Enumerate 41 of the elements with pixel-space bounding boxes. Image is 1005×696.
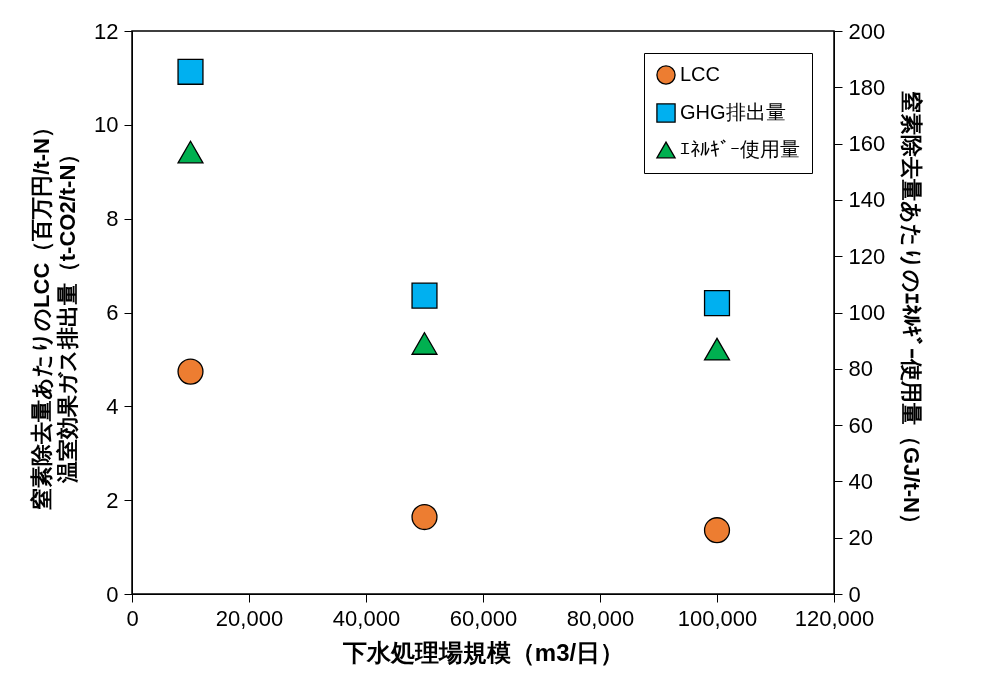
- point: [177, 58, 204, 85]
- y-tick-label: 10: [94, 112, 119, 138]
- point: [703, 517, 731, 544]
- y2-tick-label: 160: [848, 131, 886, 157]
- y2-tick-label: 60: [848, 412, 873, 438]
- y2-tick-label: 20: [848, 525, 873, 551]
- text: 温室効果ガス排出量（t-CO2/t-N）: [55, 142, 81, 484]
- text: 窒素除去量あたりのLCC（百万円/t-N）: [29, 116, 55, 510]
- y2-axis-title: 窒素除去量あたりのｴﾈﾙｷﾞｰ使用量（GJ/t-N）: [899, 91, 925, 535]
- y2-tick-label: 0: [848, 581, 861, 607]
- y-tick-label: 2: [106, 487, 119, 513]
- y-tick-label: 0: [106, 581, 119, 607]
- y2-tick-label: 120: [848, 243, 886, 269]
- y2-tick-label: 100: [848, 300, 886, 325]
- point: [177, 140, 204, 164]
- y-tick-label: 12: [94, 18, 119, 44]
- y2-tick-label: 200: [848, 18, 886, 44]
- point: [177, 358, 204, 385]
- legend-label: ｴﾈﾙｷﾞｰ使用量: [680, 138, 800, 160]
- x-tick-label: 20,000: [215, 605, 284, 631]
- y-tick-label: 4: [106, 393, 119, 419]
- point: [411, 282, 438, 309]
- y2-tick-label: 140: [848, 187, 886, 213]
- x-tick-label: 100,000: [677, 605, 758, 631]
- x-tick-label: 60,000: [449, 605, 518, 631]
- legend-label: LCC: [680, 63, 721, 85]
- point: [411, 503, 438, 531]
- x-tick-label: 40,000: [332, 605, 401, 631]
- y2-tick-label: 180: [848, 74, 886, 100]
- legend-label: GHG排出量: [680, 101, 786, 123]
- point: [411, 332, 438, 355]
- x-tick-label: 0: [126, 605, 139, 631]
- point: [703, 290, 731, 317]
- x-tick-label: 120,000: [794, 605, 875, 631]
- x-axis-title: 下水処理場規模（m3/日）: [341, 638, 625, 666]
- y2-tick-label: 80: [848, 356, 873, 382]
- point: [703, 337, 731, 361]
- y-tick-label: 6: [106, 300, 119, 325]
- x-tick-label: 80,000: [566, 605, 635, 631]
- y2-tick-label: 40: [848, 468, 873, 494]
- y-tick-label: 8: [106, 206, 119, 232]
